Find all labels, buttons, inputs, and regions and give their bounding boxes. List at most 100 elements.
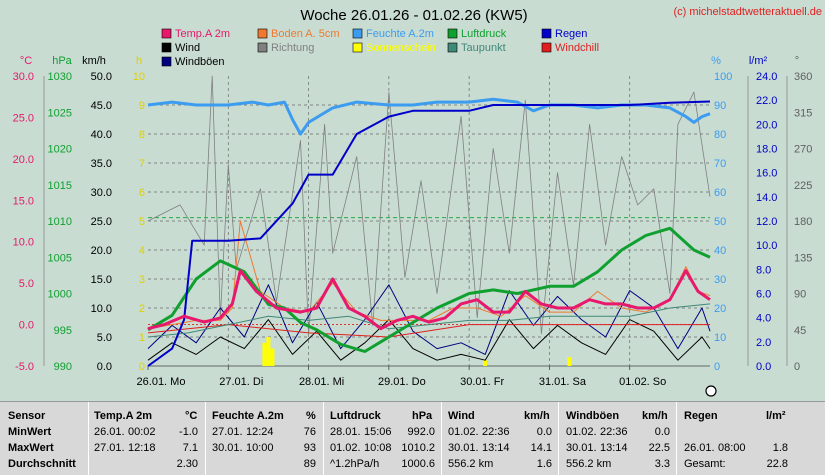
axis-tick-lm2: 8.0 <box>756 264 771 276</box>
legend-swatch-boden <box>257 28 268 39</box>
axis-tick-h: 4 <box>139 245 145 257</box>
stats-sensor-header: Sensor <box>8 410 46 422</box>
axis-tick-degree: 0 <box>794 361 800 373</box>
axis-tick-lm2: 4.0 <box>756 313 771 325</box>
axis-tick-degree: 270 <box>794 144 812 156</box>
stats-temp-max-time: 12:18 <box>128 442 156 454</box>
stats-table: Sensor MinWert MaxWert Durchschnitt Temp… <box>0 401 825 475</box>
stats-regen-total-label: Gesamt: <box>684 458 726 470</box>
series-lines <box>147 75 711 367</box>
legend-label-richtung: Richtung <box>271 42 314 54</box>
stats-boeen-min-date: 01.02. <box>566 426 597 438</box>
axis-tick-hpa: 1030 <box>48 71 72 83</box>
axis-tick-lm2: 6.0 <box>756 289 771 301</box>
bar-sonnenschein <box>483 360 488 366</box>
axis-title-lm2: l/m² <box>749 55 768 67</box>
legend-label-druck: Luftdruck <box>461 28 507 40</box>
stats-feuchte-max-date: 30.01. <box>212 442 243 454</box>
legend-label-sonne: Sonnenschein <box>366 42 436 54</box>
copyright-credit: (c) michelstadtwetteraktuell.de <box>673 6 822 18</box>
axis-titles: °C hPa km/h h % l/m² ° <box>20 55 799 67</box>
axis-tick-hpa: 1020 <box>48 144 72 156</box>
axis-tick-celsius: -5.0 <box>15 361 34 373</box>
legend-label-boeen: Windböen <box>175 56 225 68</box>
chart-title: Woche 26.01.26 - 01.02.26 (KW5) <box>300 7 527 24</box>
stats-druck-avg-value: 1000.6 <box>401 458 435 470</box>
axis-tick-percent: 70 <box>714 158 726 170</box>
legend: Temp.A 2m Boden A. 5cm Feuchte A.2m Luftdru… <box>161 28 599 68</box>
axis-tick-celsius: 30.0 <box>13 71 34 83</box>
axis-tick-hpa: 990 <box>54 361 72 373</box>
stats-wind-title: Wind <box>448 410 475 422</box>
axis-tick-lm2: 10.0 <box>756 240 777 252</box>
axis-tick-kmh: 35.0 <box>91 158 112 170</box>
axis-tick-celsius: 20.0 <box>13 154 34 166</box>
stats-wind-max-value: 14.1 <box>530 442 552 454</box>
legend-swatch-windchill <box>541 42 552 53</box>
stats-boeen-distance: 556.2 km <box>566 458 612 470</box>
axis-tick-hpa: 1025 <box>48 107 72 119</box>
axis-tick-kmh: 25.0 <box>91 216 112 228</box>
stats-temp-avg-value: 2.30 <box>176 458 198 470</box>
axis-tick-h: 6 <box>139 187 145 199</box>
stats-boeen-min-value: 0.0 <box>654 426 670 438</box>
legend-label-taupunkt: Taupunkt <box>461 42 506 54</box>
stats-boeen-avg-value: 3.3 <box>654 458 670 470</box>
legend-swatch-temp <box>161 28 172 39</box>
axis-tick-lm2: 20.0 <box>756 119 777 131</box>
axis-tick-kmh: 15.0 <box>91 274 112 286</box>
legend-swatch-feuchte <box>352 28 363 39</box>
x-axis-tick-label: 29.01. Do <box>378 376 426 388</box>
stats-divider <box>558 402 559 475</box>
axis-title-degree: ° <box>795 55 799 67</box>
stats-regen-total-value: 22.8 <box>766 458 788 470</box>
legend-swatch-boeen <box>161 56 172 67</box>
axis-tick-kmh: 5.0 <box>97 332 112 344</box>
bar-sonnenschein <box>262 342 267 366</box>
axis-tick-percent: 100 <box>714 71 732 83</box>
series-line-temp-a-2m <box>147 269 711 331</box>
axis-tick-percent: 20 <box>714 303 726 315</box>
axis-tick-h: 7 <box>139 158 145 170</box>
series-line-wind <box>147 319 711 361</box>
stats-temp-max-date: 27.01. <box>94 442 125 454</box>
stats-divider <box>676 402 677 475</box>
stats-divider <box>88 402 89 475</box>
axis-tick-hpa: 1010 <box>48 216 72 228</box>
axes: -5.00.05.010.015.020.025.030.09909951000… <box>13 71 813 388</box>
axis-tick-h: 10 <box>133 71 145 83</box>
axis-tick-percent: 0 <box>714 361 720 373</box>
legend-label-windchill: Windchill <box>555 42 599 54</box>
stats-feuchte-title: Feuchte A.2m <box>212 410 284 422</box>
stats-regen-max-time: 08:00 <box>718 442 746 454</box>
stats-regen-unit: l/m² <box>766 410 786 422</box>
axis-title-celsius: °C <box>20 55 32 67</box>
stats-temp-unit: °C <box>185 410 198 422</box>
axis-tick-celsius: 25.0 <box>13 112 34 124</box>
axis-tick-lm2: 14.0 <box>756 192 777 204</box>
stats-wind-min-time: 22:36 <box>482 426 510 438</box>
stats-regen-max-date: 26.01. <box>684 442 715 454</box>
axis-tick-kmh: 10.0 <box>91 303 112 315</box>
x-axis-tick-label: 28.01. Mi <box>299 376 344 388</box>
stats-feuchte-min-date: 27.01. <box>212 426 243 438</box>
stats-regen-max-value: 1.8 <box>772 442 788 454</box>
stats-druck-max-value: 1010.2 <box>401 442 435 454</box>
axis-tick-lm2: 16.0 <box>756 168 777 180</box>
axis-tick-kmh: 30.0 <box>91 187 112 199</box>
legend-label-regen: Regen <box>555 28 587 40</box>
axis-tick-hpa: 1015 <box>48 180 72 192</box>
series-line-taupunkt <box>147 303 711 338</box>
stats-druck-trend: ^1.2hPa/h <box>330 458 380 470</box>
axis-tick-h: 0 <box>139 361 145 373</box>
x-axis-tick-label: 31.01. Sa <box>539 376 587 388</box>
axis-tick-hpa: 1000 <box>48 289 72 301</box>
stats-druck-min-value: 992.0 <box>407 426 435 438</box>
axis-tick-kmh: 40.0 <box>91 129 112 141</box>
axis-tick-h: 3 <box>139 274 145 286</box>
stats-row-label: Durchschnitt <box>8 458 76 470</box>
legend-label-boden: Boden A. 5cm <box>271 28 340 40</box>
axis-tick-celsius: 0.0 <box>19 320 34 332</box>
axis-title-kmh: km/h <box>82 55 106 67</box>
x-axis-tick-label: 26.01. Mo <box>137 376 186 388</box>
